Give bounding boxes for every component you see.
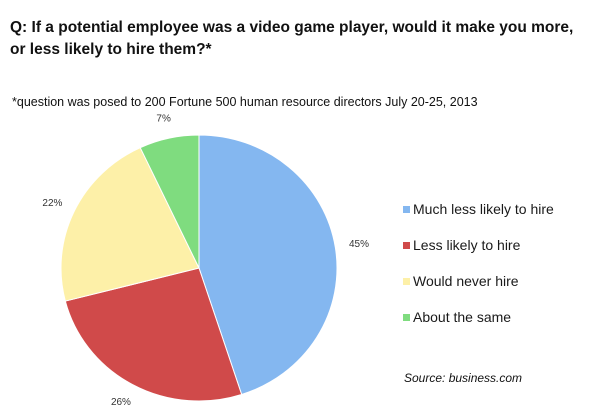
- source-credit: Source: business.com: [404, 371, 523, 385]
- pie-percent-label: 7%: [156, 114, 171, 125]
- legend-swatch-would-never-hire: [403, 278, 410, 285]
- legend-swatch-about-the-same: [403, 314, 410, 321]
- legend-label-much-less-likely-to-hire: Much less likely to hire: [413, 201, 554, 217]
- pie-slice-much-less-likely-to-hire: [198, 134, 338, 396]
- chart-legend: Much less likely to hire Less likely to h…: [403, 201, 554, 325]
- pie-percent-label: 22%: [42, 198, 62, 209]
- pie-slices: [60, 134, 338, 402]
- pie-slice-less-likely-to-hire: [64, 267, 243, 402]
- pie-slice-about-the-same: [139, 134, 200, 269]
- chart-question-title: Q: If a potential employee was a video g…: [10, 19, 574, 58]
- legend-label-less-likely-to-hire: Less likely to hire: [413, 237, 521, 253]
- pie-percent-labels: 45% 26% 22% 7%: [42, 114, 369, 408]
- legend-swatch-less-likely-to-hire: [403, 242, 410, 249]
- legend-label-about-the-same: About the same: [413, 309, 511, 325]
- pie-slice-would-never-hire: [60, 147, 200, 302]
- survey-footnote: *question was posed to 200 Fortune 500 h…: [12, 95, 478, 109]
- pie-percent-label: 45%: [349, 239, 369, 250]
- legend-label-would-never-hire: Would never hire: [413, 273, 519, 289]
- legend-swatch-much-less-likely-to-hire: [403, 206, 410, 213]
- pie-percent-label: 26%: [111, 397, 131, 408]
